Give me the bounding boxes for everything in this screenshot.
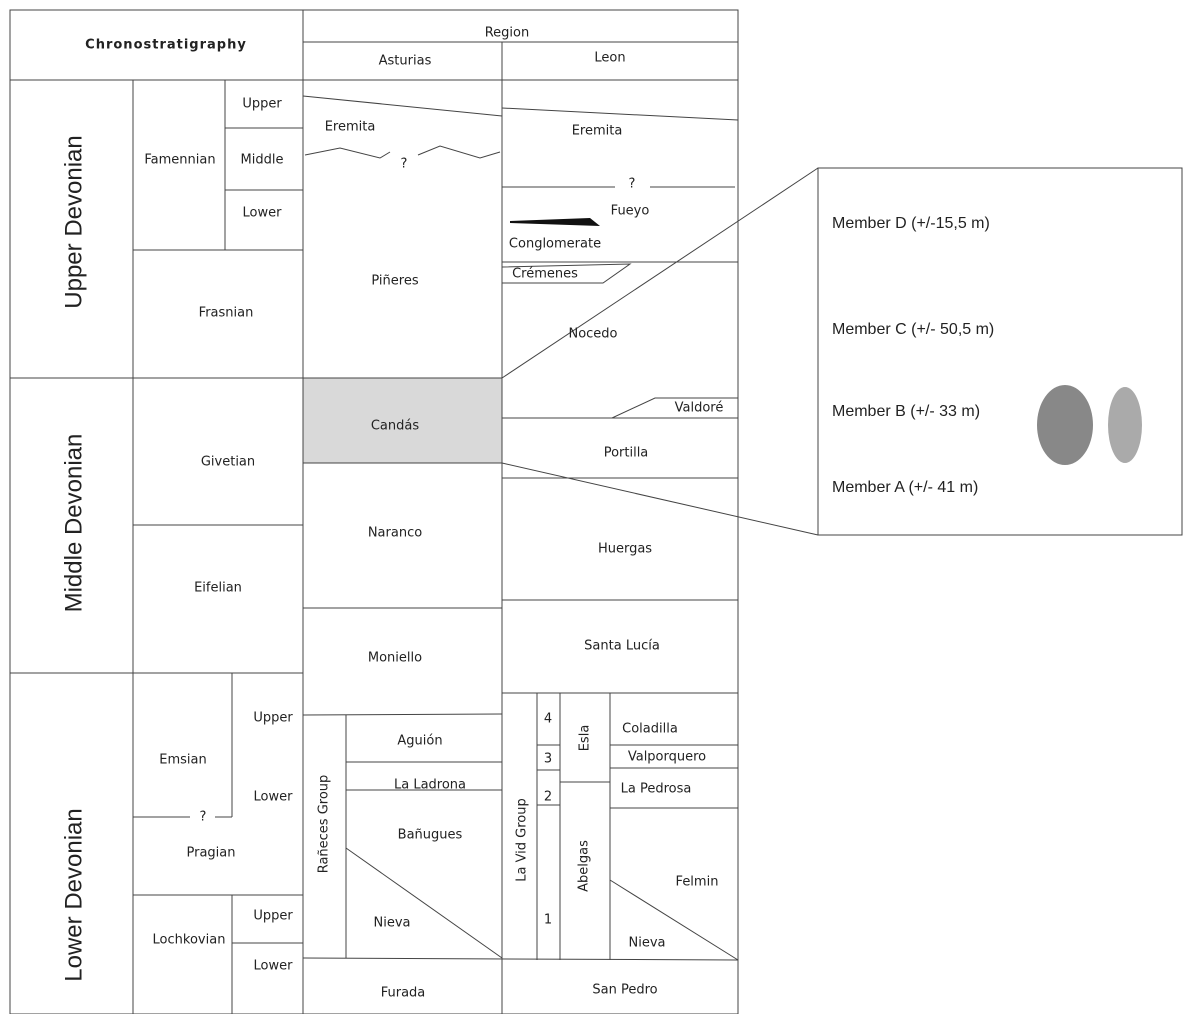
substage: Middle	[241, 153, 284, 168]
series: Middle Devonian	[60, 434, 87, 613]
unit: 2	[544, 790, 552, 805]
formation: Huergas	[598, 542, 652, 557]
unit: 1	[544, 913, 552, 928]
formation: Portilla	[604, 446, 649, 461]
header: Region	[485, 26, 530, 41]
formation: Eremita	[572, 124, 623, 139]
formation: Candás	[371, 419, 420, 434]
member: Member D (+/-15,5 m)	[832, 215, 990, 232]
formation: Eremita	[325, 120, 376, 135]
member: Member C (+/- 50,5 m)	[832, 321, 994, 338]
fossil-images	[1037, 385, 1142, 465]
formation: San Pedro	[592, 983, 657, 998]
stage: Givetian	[201, 455, 255, 470]
formation: La Pedrosa	[621, 782, 692, 797]
question-mark: ?	[401, 157, 408, 172]
formation: Piñeres	[371, 274, 418, 289]
formation: Valdoré	[675, 401, 724, 416]
substage: Upper	[242, 97, 282, 112]
stage: Eifelian	[194, 581, 242, 596]
group: La Vid Group	[515, 798, 530, 882]
question-mark: ?	[200, 810, 207, 825]
formation: Santa Lucía	[584, 639, 660, 654]
unit: 4	[544, 712, 552, 727]
member: Member B (+/- 33 m)	[832, 403, 980, 420]
substage: Lower	[254, 959, 294, 974]
substage: Lower	[243, 206, 283, 221]
stage: Emsian	[159, 753, 206, 768]
header: Leon	[594, 51, 625, 66]
formation: Felmin	[676, 875, 719, 890]
stage: Pragian	[187, 846, 236, 861]
formation: Abelgas	[577, 840, 592, 892]
stage: Famennian	[144, 153, 215, 168]
formation: Conglomerate	[509, 237, 601, 252]
unit: 3	[544, 752, 552, 767]
formation: Furada	[381, 986, 426, 1001]
formation: Moniello	[368, 651, 422, 666]
series: Upper Devonian	[60, 135, 87, 308]
formation: Nieva	[629, 936, 666, 951]
formation: Valporquero	[628, 750, 706, 765]
formation: Nieva	[374, 916, 411, 931]
formation: Crémenes	[512, 267, 578, 282]
formation: Coladilla	[622, 722, 678, 737]
stage: Frasnian	[199, 306, 254, 321]
question-mark: ?	[629, 177, 636, 192]
series: Lower Devonian	[60, 808, 87, 981]
stage: Lochkovian	[153, 933, 226, 948]
formation: Esla	[578, 725, 593, 752]
header: Asturias	[379, 54, 432, 69]
formation: Fueyo	[611, 204, 650, 219]
formation: La Ladrona	[394, 778, 466, 793]
header: Chronostratigraphy	[85, 38, 247, 53]
formation: Naranco	[368, 526, 422, 541]
substage: Lower	[254, 790, 294, 805]
formation: Nocedo	[568, 327, 617, 342]
table-lines	[9, 9, 1183, 1014]
group: Rañeces Group	[317, 775, 332, 874]
formation: Bañugues	[398, 828, 463, 843]
formation: Aguión	[397, 734, 442, 749]
substage: Upper	[253, 711, 293, 726]
substage: Upper	[253, 909, 293, 924]
member: Member A (+/- 41 m)	[832, 479, 978, 496]
